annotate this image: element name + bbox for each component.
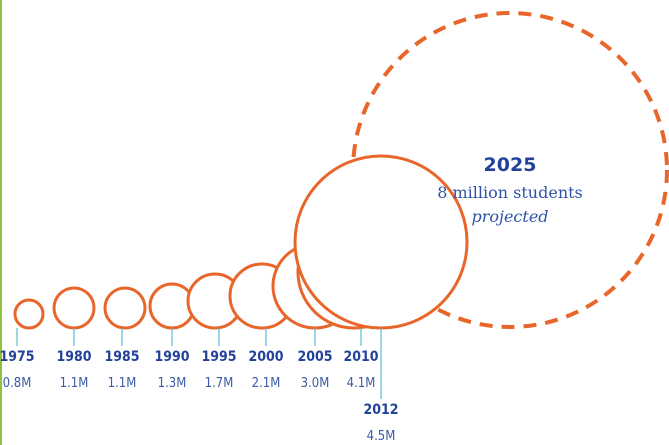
value-label-1995: 1.7M — [205, 376, 234, 391]
tick-layer — [16, 328, 382, 399]
bubble-2012 — [293, 154, 469, 330]
value-label-1985: 1.1M — [108, 376, 137, 391]
year-label-1985: 1985 — [104, 349, 139, 365]
year-label-2005: 2005 — [297, 349, 332, 365]
projection-year: 2025 — [484, 154, 537, 176]
bubble-1980 — [52, 286, 96, 330]
value-label-1975: 0.8M — [3, 376, 32, 391]
year-label-1980: 1980 — [56, 349, 91, 365]
label-layer: 1975 0.8M 1980 1.1M 1985 1.1M 1990 1.3M 1995 1.7M… — [0, 349, 399, 444]
value-label-2010: 4.1M — [347, 376, 376, 391]
bubble-1985 — [103, 286, 147, 330]
value-label-1990: 1.3M — [158, 376, 187, 391]
value-label-1980: 1.1M — [60, 376, 89, 391]
projection-note: projected — [471, 207, 548, 226]
bubble-1975 — [13, 298, 45, 330]
year-label-1995: 1995 — [201, 349, 236, 365]
bubble-layer — [13, 11, 669, 330]
value-label-2000: 2.1M — [252, 376, 281, 391]
left-accent-rule — [0, 0, 2, 445]
year-label-2012: 2012 — [363, 402, 398, 418]
year-label-1975: 1975 — [0, 349, 35, 365]
year-label-2000: 2000 — [248, 349, 283, 365]
year-label-2010: 2010 — [343, 349, 378, 365]
projection-label: 2025 8 million students projected — [437, 154, 583, 226]
value-label-2005: 3.0M — [301, 376, 330, 391]
projection-text: 8 million students — [437, 183, 583, 202]
value-label-2012: 4.5M — [367, 429, 396, 444]
year-label-1990: 1990 — [154, 349, 189, 365]
